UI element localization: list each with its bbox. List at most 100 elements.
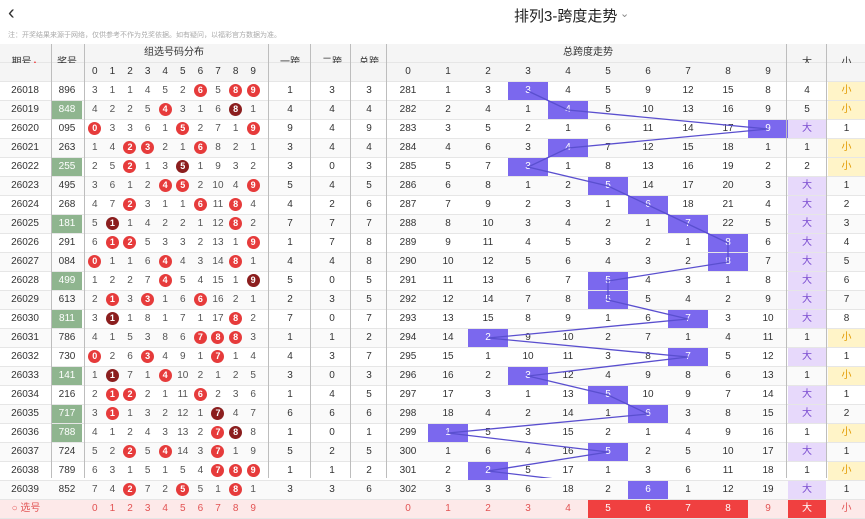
select-dist-option[interactable]: 7 [215, 503, 221, 514]
select-dist-option[interactable]: 8 [232, 503, 239, 514]
table-row[interactable]: 26023 495 3 6 1 2 4 5 2 10 4 9 5 4 5 286 6 8 1 2 5 14 17 20 3 大 1 [0, 177, 865, 196]
dist-cell: 11 [212, 199, 224, 210]
select-trend-option[interactable]: 9 [765, 503, 771, 514]
select-dist-option[interactable]: 2 [127, 503, 133, 514]
dist-cell: 7 [109, 199, 116, 210]
dist-cell: 9 [250, 446, 256, 457]
trend-miss: 1 [685, 484, 691, 495]
table-row[interactable]: 26033 141 1 1 7 1 4 10 2 1 2 5 3 0 3 296 16 2 3 12 4 9 8 6 13 小 1 [0, 367, 865, 386]
table-row[interactable]: 26018 896 3 1 1 4 5 2 6 5 8 9 1 3 3 281 1 3 3 4 5 9 12 15 8 小 4 [0, 82, 865, 101]
big-small-miss: 1 [843, 389, 850, 400]
dist-cell: 8 [227, 196, 245, 214]
select-row[interactable]: ○ 选号 0 1 2 3 4 5 6 7 8 9 0 1 2 3 4 5 6 7 8 9 大小 [0, 500, 865, 519]
dist-cell: 1 [104, 367, 122, 385]
trend-miss: 294 [399, 332, 417, 343]
col-small-header: 小 [828, 44, 865, 81]
select-dist-option[interactable]: 5 [180, 503, 186, 514]
trend-hit: 5 [588, 443, 628, 461]
trend-miss: 10 [442, 256, 454, 267]
table-row[interactable]: 26039 852 7 4 2 7 2 5 5 1 8 1 3 3 6 302 3 3 6 18 2 6 1 12 19 大 1 [0, 481, 865, 500]
one-span-value: 5 [287, 275, 293, 286]
table-row[interactable]: 26035 717 3 1 1 3 2 12 1 7 4 7 6 6 6 298 18 4 2 14 1 6 3 8 15 大 2 [0, 405, 865, 424]
dist-cell: 1 [232, 123, 239, 134]
select-dist-option[interactable]: 4 [162, 503, 168, 514]
chevron-down-icon[interactable]: ⌄ [620, 8, 630, 20]
prize-number: 717 [52, 405, 82, 423]
one-span-value: 1 [287, 237, 293, 248]
select-trend-option[interactable]: 2 [485, 503, 491, 514]
trend-miss: 12 [682, 85, 694, 96]
select-dist-option[interactable]: 0 [92, 503, 98, 514]
issue-number: 26027 [11, 256, 39, 267]
table-row[interactable]: 26028 499 1 2 2 7 4 5 4 15 1 9 5 0 5 291 11 13 6 7 5 4 3 1 8 大 6 [0, 272, 865, 291]
table-row[interactable]: 26032 730 0 2 6 3 4 9 1 7 1 4 4 3 7 295 15 1 10 11 3 8 7 5 12 大 1 [0, 348, 865, 367]
select-dist-option[interactable]: 1 [109, 503, 116, 514]
select-trend-option[interactable]: 8 [708, 500, 748, 518]
select-dist-option[interactable]: 3 [144, 503, 151, 514]
big-badge: 大 [788, 310, 826, 328]
table-row[interactable]: 26022 255 2 5 2 1 3 5 1 9 3 2 3 0 3 285 5 7 3 1 8 13 16 19 2 小 2 [0, 158, 865, 177]
select-trend-option[interactable]: 7 [668, 500, 708, 518]
trend-miss: 9 [645, 85, 651, 96]
issue-number: 26029 [11, 294, 39, 305]
table-row[interactable]: 26021 263 1 4 2 3 2 1 6 8 2 1 3 4 4 284 4 6 3 4 7 12 15 18 1 小 1 [0, 139, 865, 158]
dist-cell: 7 [92, 484, 98, 495]
table-row[interactable]: 26024 268 4 7 2 3 1 1 6 11 8 4 4 2 6 287 7 9 2 3 1 6 18 21 4 大 2 [0, 196, 865, 215]
select-dist-option[interactable]: 6 [197, 503, 204, 514]
select-trend-option[interactable]: 5 [588, 500, 628, 518]
table-row[interactable]: 26027 084 0 1 1 6 4 4 3 14 8 1 4 4 8 290 10 12 5 6 4 3 2 8 7 大 5 [0, 253, 865, 272]
trend-miss: 5 [765, 218, 771, 229]
table-row[interactable]: 26036 788 4 1 2 4 3 13 2 7 8 8 1 0 1 299 1 5 3 15 2 1 4 9 16 小 1 [0, 424, 865, 443]
col-prize-header: 奖号 [52, 44, 82, 81]
dist-cell: 5 [215, 85, 221, 96]
trend-miss: 8 [525, 313, 531, 324]
table-row[interactable]: 26019 848 4 2 2 5 4 3 1 6 8 1 4 4 4 282 2 4 1 4 5 10 13 16 9 小 5 [0, 101, 865, 120]
table-row[interactable]: 26030 811 3 1 1 8 1 7 1 17 8 2 7 0 7 293 13 15 8 9 1 6 7 3 10 大 8 [0, 310, 865, 329]
select-big-option[interactable]: 大 [788, 500, 826, 518]
dist-cell: 8 [227, 329, 245, 347]
select-dist-option[interactable]: 9 [250, 503, 256, 514]
select-trend-option[interactable]: 3 [525, 503, 531, 514]
table-row[interactable]: 26029 613 2 1 3 3 1 6 6 16 2 1 2 3 5 292 12 14 7 8 5 5 4 2 9 大 7 [0, 291, 865, 310]
table-row[interactable]: 26025 181 5 1 1 4 2 2 1 12 8 2 7 7 7 288 8 10 3 4 2 1 7 22 5 大 3 [0, 215, 865, 234]
select-small-option[interactable]: 小 [841, 503, 852, 514]
trend-miss: 6 [765, 237, 771, 248]
column-divider [350, 44, 351, 478]
number-ball: 1 [105, 236, 119, 249]
table-row[interactable]: 26031 786 4 1 5 3 8 6 7 8 8 3 1 1 2 294 14 2 9 10 2 7 1 4 11 小 1 [0, 329, 865, 348]
big-small-miss: 1 [804, 427, 810, 438]
table-row[interactable]: 26026 291 6 1 2 5 3 3 2 13 1 9 1 7 8 289 9 11 4 5 3 2 1 8 6 大 4 [0, 234, 865, 253]
dist-cell: 2 [92, 294, 98, 305]
two-span-value: 1 [329, 332, 335, 343]
trend-miss: 289 [399, 237, 417, 248]
trend-miss: 5 [725, 351, 731, 362]
total-span-value: 9 [366, 123, 372, 134]
dist-cell: 9 [244, 120, 262, 138]
back-icon[interactable]: ‹ [8, 2, 15, 24]
table-row[interactable]: 26034 216 2 1 2 2 1 11 6 2 3 6 1 4 5 297 17 3 1 13 5 10 9 7 14 大 1 [0, 386, 865, 405]
page-title[interactable]: 排列3-跨度走势 [514, 8, 618, 25]
select-trend-option[interactable]: 0 [405, 503, 411, 514]
trend-miss: 8 [725, 408, 731, 419]
small-badge: 小 [828, 158, 865, 176]
trend-miss: 16 [682, 161, 694, 172]
number-ball: 7 [211, 426, 225, 439]
trend-miss: 2 [725, 294, 731, 305]
table-row[interactable]: 26037 724 5 2 2 5 4 14 3 7 1 9 5 2 5 300 1 6 4 16 5 2 5 10 17 大 1 [0, 443, 865, 462]
table-row[interactable]: 26038 789 6 3 1 5 1 5 4 7 8 9 1 1 2 301 2 2 5 17 1 3 6 11 18 小 1 [0, 462, 865, 481]
select-trend-option[interactable]: 1 [445, 503, 451, 514]
number-ball: 8 [229, 426, 243, 439]
select-trend-option[interactable]: 4 [565, 503, 571, 514]
dist-cell: 5 [92, 446, 98, 457]
small-badge: 小 [828, 424, 865, 442]
big-badge: 大 [788, 386, 826, 404]
table-row[interactable]: 26020 095 0 3 3 6 1 5 2 7 1 9 9 4 9 283 3 5 2 1 6 11 14 17 9 大 1 [0, 120, 865, 139]
dist-cell: 1 [215, 484, 221, 495]
one-span-value: 3 [287, 370, 293, 381]
trend-miss: 11 [642, 123, 654, 134]
trend-miss: 18 [722, 142, 734, 153]
select-trend-option[interactable]: 6 [628, 500, 668, 518]
trend-miss: 8 [765, 275, 771, 286]
dist-cell: 5 [174, 177, 192, 195]
dist-cell: 7 [209, 348, 227, 366]
